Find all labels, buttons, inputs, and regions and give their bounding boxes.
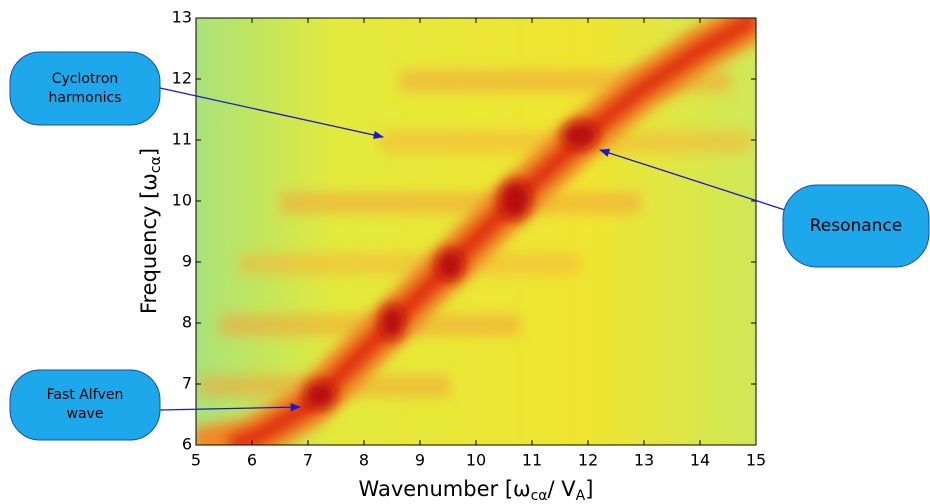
callout-text: Cyclotron harmonics [48,70,122,106]
label-part: Wavenumber [ω [359,477,531,501]
annotation-fast-alfven: Fast Alfven wave [9,369,302,441]
x-tick-label: 10 [466,451,486,470]
x-tick-label: 14 [690,451,710,470]
label-subscript: A [576,488,586,504]
y-tick-label: 13 [172,8,192,27]
x-tick-label: 11 [522,451,542,470]
x-tick-label: 13 [634,451,654,470]
y-tick-label: 6 [182,435,192,454]
x-tick-label: 9 [415,451,425,470]
callout [9,51,161,126]
x-tick-label: 12 [578,451,598,470]
label-part: ] [137,148,161,156]
arrow [159,403,302,412]
callout-text: Resonance [810,216,903,236]
callout [9,369,161,441]
x-tick-label: 6 [247,451,257,470]
callout-text: Fast Alfven wave [46,387,124,422]
x-tick-label: 7 [303,451,313,470]
y-tick-label: 11 [172,130,192,149]
x-tick-label: 8 [359,451,369,470]
label-subscript: cα [148,156,164,173]
y-tick-label: 9 [182,252,192,271]
label-part: / V [548,477,577,501]
y-tick-label: 10 [172,191,192,210]
y-tick-label: 8 [182,313,192,332]
arrow [159,87,385,140]
callout-body: Cyclotron harmonics [48,70,122,106]
y-axis-label: Frequency [ωcα] [137,148,164,314]
annotation-resonance: Resonance [599,148,930,268]
callout [782,184,930,268]
callout-body: Fast Alfven wave [46,387,124,422]
y-tick-label: 7 [182,374,192,393]
x-tick-label: 15 [746,451,766,470]
heatmap [196,18,756,445]
x-axis-label: Wavenumber [ωcα/ VA] [359,477,594,504]
label-part: Frequency [ω [137,173,161,314]
y-tick-label: 12 [172,69,192,88]
label-subscript: cα [531,488,548,504]
annotation-cyclotron: Cyclotron harmonics [9,51,385,140]
x-tick-label: 5 [191,451,201,470]
arrow [599,148,786,211]
label-part: ] [585,477,593,501]
